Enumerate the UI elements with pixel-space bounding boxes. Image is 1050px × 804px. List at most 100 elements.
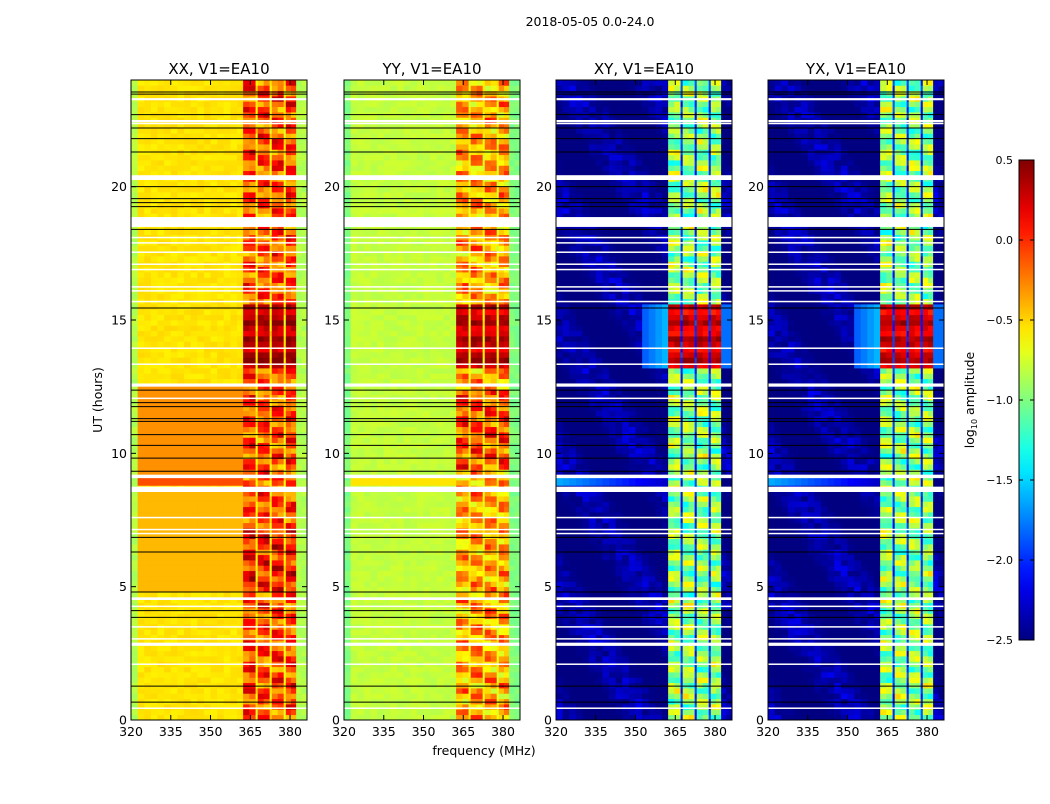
- heatmap-cell: [291, 187, 297, 193]
- heatmap-cell: [286, 256, 292, 262]
- heatmap-cell: [237, 80, 244, 86]
- heatmap-cell: [430, 699, 437, 705]
- heatmap-cell: [191, 629, 198, 635]
- heatmap-cell: [197, 448, 204, 454]
- heatmap-cell: [131, 139, 138, 145]
- heatmap-cell: [217, 421, 224, 427]
- flagged-row: [131, 363, 307, 365]
- heatmap-cell: [197, 315, 204, 321]
- heatmap-cell: [417, 677, 424, 683]
- heatmap-cell: [184, 85, 191, 91]
- heatmap-cell: [477, 672, 483, 678]
- heatmap-cell: [211, 501, 218, 507]
- heatmap-cell: [264, 603, 270, 609]
- heatmap-cell: [258, 368, 264, 374]
- heatmap-cell: [509, 565, 515, 571]
- heatmap-cell: [443, 576, 450, 582]
- heatmap-cell: [138, 651, 145, 657]
- heatmap-cell: [410, 565, 417, 571]
- heatmap-cell: [357, 629, 364, 635]
- heatmap-cell: [184, 395, 191, 401]
- heatmap-cell: [371, 672, 378, 678]
- heatmap-cell: [230, 165, 237, 171]
- heatmap-cell: [144, 469, 151, 475]
- heatmap-cell: [278, 677, 284, 683]
- heatmap-cell: [450, 496, 457, 502]
- heatmap-cell: [291, 448, 297, 454]
- heatmap-cell: [278, 656, 284, 662]
- heatmap-cell: [509, 677, 515, 683]
- heatmap-cell: [230, 683, 237, 689]
- heatmap-cell: [485, 576, 491, 582]
- heatmap-cell: [164, 651, 171, 657]
- heatmap-cell: [217, 165, 224, 171]
- heatmap-cell: [296, 315, 302, 321]
- heatmap-cell: [456, 496, 463, 502]
- heatmap-cell: [138, 272, 145, 278]
- heatmap-cell: [384, 667, 391, 673]
- heatmap-cell: [151, 539, 158, 545]
- heatmap-cell: [230, 459, 237, 465]
- heatmap-cell: [390, 629, 397, 635]
- heatmap-cell: [144, 592, 151, 598]
- heatmap-cell: [211, 603, 218, 609]
- heatmap-cell: [138, 693, 145, 699]
- heatmap-cell: [177, 107, 184, 113]
- heatmap-cell: [243, 341, 250, 347]
- heatmap-cell: [286, 395, 292, 401]
- heatmap-cell: [437, 683, 444, 689]
- heatmap-cell: [499, 677, 505, 683]
- heatmap-cell: [258, 448, 264, 454]
- heatmap-cell: [177, 203, 184, 209]
- heatmap-cell: [144, 357, 151, 363]
- heatmap-cell: [291, 699, 297, 705]
- heatmap-cell: [485, 688, 491, 694]
- heatmap-cell: [177, 651, 184, 657]
- heatmap-cell: [272, 688, 278, 694]
- heatmap-cell: [191, 651, 198, 657]
- heatmap-cell: [296, 699, 302, 705]
- heatmap-cell: [197, 208, 204, 214]
- heatmap-cell: [430, 544, 437, 550]
- heatmap-cell: [384, 619, 391, 625]
- heatmap-cell: [477, 507, 483, 513]
- heatmap-cell: [164, 309, 171, 315]
- heatmap-cell: [278, 341, 284, 347]
- heatmap-cell: [197, 411, 204, 417]
- heatmap-cell: [364, 592, 371, 598]
- heatmap-cell: [296, 373, 302, 379]
- heatmap-cell: [437, 539, 444, 545]
- heatmap-cell: [462, 576, 469, 582]
- heatmap-cell: [351, 699, 358, 705]
- heatmap-cell: [197, 357, 204, 363]
- heatmap-cell: [224, 107, 231, 113]
- heatmap-cell: [243, 677, 250, 683]
- heatmap-cell: [371, 651, 378, 657]
- heatmap-cell: [437, 565, 444, 571]
- heatmap-cell: [211, 555, 218, 561]
- heatmap-cell: [437, 507, 444, 513]
- heatmap-cell: [291, 325, 297, 331]
- heatmap-cell: [224, 693, 231, 699]
- heatmap-cell: [171, 576, 178, 582]
- heatmap-cell: [217, 293, 224, 299]
- heatmap-cell: [177, 395, 184, 401]
- heatmap-cell: [138, 469, 145, 475]
- heatmap-cell: [485, 555, 491, 561]
- heatmap-cell: [264, 667, 270, 673]
- heatmap-cell: [417, 613, 424, 619]
- heatmap-cell: [138, 315, 145, 321]
- heatmap-cell: [171, 667, 178, 673]
- heatmap-cell: [184, 139, 191, 145]
- heatmap-cell: [184, 325, 191, 331]
- heatmap-cell: [224, 421, 231, 427]
- y-tick-label: 0: [119, 713, 127, 728]
- heatmap-cell: [397, 651, 404, 657]
- heatmap-cell: [499, 581, 505, 587]
- heatmap-cell: [258, 683, 264, 689]
- heatmap-cell: [258, 85, 264, 91]
- heatmap-cell: [424, 565, 431, 571]
- heatmap-cell: [278, 507, 284, 513]
- heatmap-cell: [243, 373, 250, 379]
- heatmap-cell: [158, 688, 165, 694]
